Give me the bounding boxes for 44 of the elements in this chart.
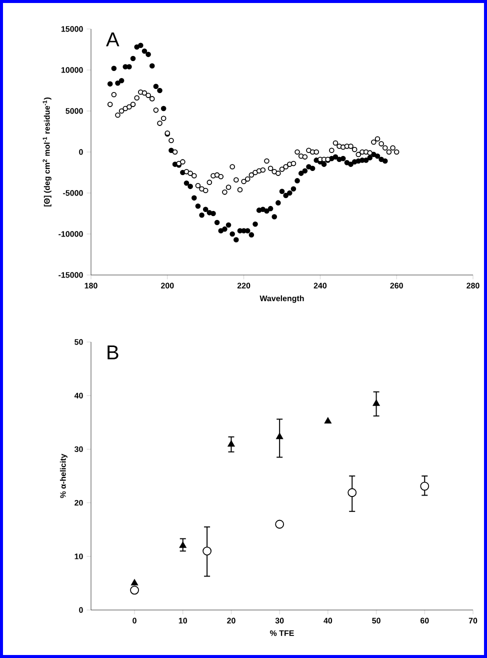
y-axis-title: [Θ] (deg cm$^{2}$ mol$^{-1}$ residue$^{-1}$): [42, 98, 52, 206]
y-tick-label: 50: [74, 339, 83, 345]
y-tick-label: 10000: [61, 67, 83, 73]
point: [228, 440, 235, 447]
x-tick-label: 280: [466, 282, 480, 288]
x-tick-label: 40: [324, 618, 332, 624]
x-tick-label: 60: [420, 618, 429, 624]
chart-title: B: [108, 346, 118, 360]
x-tick-label: 10: [178, 618, 187, 624]
x-tick-label: 180: [84, 282, 98, 288]
point: [275, 520, 284, 529]
y-tick-label: 30: [74, 446, 83, 452]
y-tick-label: -10000: [58, 231, 83, 237]
y-tick-label: 10: [74, 554, 83, 560]
x-tick-label: 70: [468, 618, 478, 624]
x-tick-label: 30: [275, 618, 284, 624]
point: [131, 579, 138, 586]
point: [179, 542, 186, 548]
y-tick-label: 5000: [66, 108, 83, 114]
point: [130, 586, 139, 595]
y-tick-label: 0: [79, 607, 83, 613]
x-tick-label: 50: [372, 618, 380, 624]
x-axis-title: Wavelength: [260, 295, 304, 303]
y-tick-label: 40: [74, 392, 83, 398]
point: [276, 432, 284, 440]
x-tick-label: 220: [237, 282, 250, 288]
y-tick-label: 20: [74, 500, 83, 506]
point: [348, 488, 357, 498]
y-tick-label: -5000: [63, 190, 83, 196]
x-tick-label: 0: [132, 618, 136, 624]
y-tick-label: -15000: [58, 272, 83, 278]
point: [202, 546, 212, 556]
x-tick-label: 260: [390, 282, 403, 288]
x-axis-title: % TFE: [270, 630, 294, 636]
y-tick-label: 15000: [61, 26, 83, 32]
y-axis-title: % α-helicity: [60, 454, 68, 498]
point: [324, 417, 332, 424]
y-tick-label: 0: [79, 149, 83, 155]
x-tick-label: 20: [227, 618, 236, 624]
x-tick-label: 200: [161, 282, 174, 288]
point: [420, 482, 430, 491]
point: [372, 400, 380, 406]
chart-title: A: [106, 32, 120, 46]
x-tick-label: 240: [314, 282, 327, 288]
